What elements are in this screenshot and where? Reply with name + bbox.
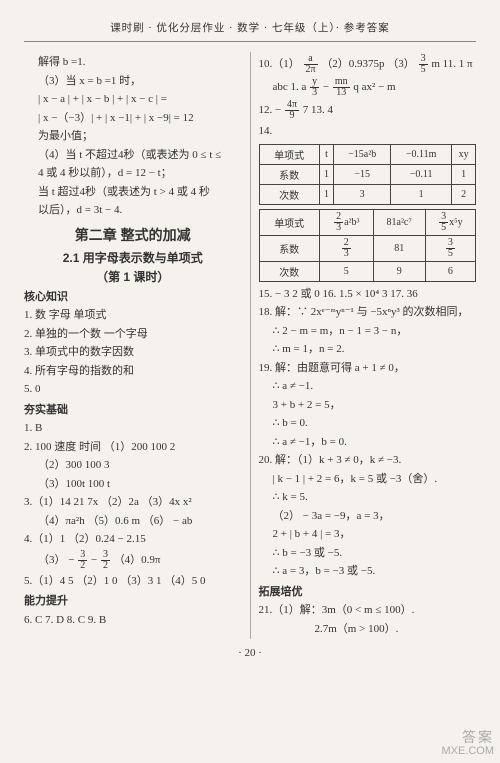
text-line: 12. − 4π9 7 13. 4: [259, 100, 477, 121]
text-line: 3. 单项式中的数字因数: [24, 344, 242, 361]
text-line: ∴ a ≠ −1.: [259, 378, 477, 395]
text-line: ∴ k = 5.: [259, 489, 477, 506]
text-line: 2. 单独的一个数 一个字母: [24, 326, 242, 343]
table-row: 系数1−15−0.111: [259, 164, 476, 184]
text-line: （4）当 t 不超过4秒（或表述为 0 ≤ t ≤: [24, 147, 242, 164]
text-line: 5. 0: [24, 381, 242, 398]
table-row: 次数596: [259, 261, 476, 281]
text-line: 5.（1）4 5 （2）1 0 （3）3 1 （4）5 0: [24, 573, 242, 590]
fraction: mn13: [333, 77, 350, 98]
lesson-title: （第 1 课时）: [24, 268, 242, 285]
text-line: 3 + b + 2 = 5，: [259, 397, 477, 414]
category-heading: 能力提升: [24, 593, 242, 610]
text: −: [91, 554, 100, 566]
text-line: 3.（1）14 21 7x （2）2a （3）4x x²: [24, 494, 242, 511]
text-line: 6. C 7. D 8. C 9. B: [24, 612, 242, 629]
text-line: 2.7m（m > 100）.: [259, 621, 477, 638]
text-line: 2. 100 速度 时间 （1）200 100 2: [24, 439, 242, 456]
text-line: （2） − 3a = −9，a = 3，: [259, 508, 477, 525]
text-line: 10.（1） a2π （2）0.9375p （3） 35 m 11. 1 π: [259, 54, 477, 75]
text-line: | k − 1 | + 2 = 6，k = 5 或 −3（舍）.: [259, 471, 477, 488]
text-line: 4 或 4 秒以前），d = 12 − t；: [24, 165, 242, 182]
left-column: 解得 b =1. （3）当 x = b =1 时， | x − a | + | …: [24, 52, 251, 639]
text-line: ∴ a = 3，b = −3 或 −5.: [259, 563, 477, 580]
text-line: （3）当 x = b =1 时，: [24, 73, 242, 90]
content-columns: 解得 b =1. （3）当 x = b =1 时， | x − a | + | …: [24, 52, 476, 639]
text-line: ∴ 2 − m = m，n − 1 = 3 − n，: [259, 323, 477, 340]
table-row: 单项式 23a²b³ 81a²c⁷ 35x⁵y: [259, 209, 476, 235]
right-column: 10.（1） a2π （2）0.9375p （3） 35 m 11. 1 π a…: [259, 52, 477, 639]
text-line: ∴ b = 0.: [259, 415, 477, 432]
text-line: abc 1. a y3 − mn13 q ax² − m: [259, 77, 477, 98]
section-title: 2.1 用字母表示数与单项式: [24, 249, 242, 266]
text-line: 21.（1）解：3m（0 < m ≤ 100）.: [259, 602, 477, 619]
text-line: ∴ a ≠ −1，b = 0.: [259, 434, 477, 451]
text-line: 1. 数 字母 单项式: [24, 307, 242, 324]
text-line: 15. − 3 2 或 0 16. 1.5 × 10⁴ 3 17. 36: [259, 286, 477, 303]
fraction: a2π: [304, 54, 318, 75]
text-line: （2）300 100 3: [24, 457, 242, 474]
text-line: 当 t 超过4秒（或表述为 t > 4 或 4 秒: [24, 184, 242, 201]
category-heading: 核心知识: [24, 289, 242, 306]
text-line: 1. B: [24, 420, 242, 437]
category-heading: 夯实基础: [24, 402, 242, 419]
text-line: 18. 解：∵ 2xᵉ⁻ᵐyⁿ⁻¹ 与 −5xⁿy³ 的次数相同，: [259, 304, 477, 321]
fraction: 35: [419, 54, 428, 75]
text-line: （4）πa²h （5）0.6 m （6） − ab: [24, 513, 242, 530]
text-line: 解得 b =1.: [24, 54, 242, 71]
category-heading: 拓展培优: [259, 584, 477, 601]
text-line: 4. 所有字母的指数的和: [24, 363, 242, 380]
fraction: 4π9: [285, 100, 299, 121]
text-line: （3） − 32 − 32 （4）0.9π: [24, 550, 242, 571]
watermark: 答案 MXE.COM: [441, 730, 494, 757]
page-header: 课时刷 · 优化分层作业 · 数学 · 七年级（上）· 参考答案: [24, 20, 476, 42]
page-number: · 20 ·: [24, 647, 476, 659]
text-line: 4.（1）1 （2）0.24 − 2.15: [24, 531, 242, 548]
text-line: | x − a | + | x − b | + | x − c | =: [24, 91, 242, 108]
monomial-table-2: 单项式 23a²b³ 81a²c⁷ 35x⁵y 系数 23 81 35 次数59…: [259, 209, 477, 282]
text-line: 20. 解：（1）k + 3 ≠ 0，k ≠ −3.: [259, 452, 477, 469]
monomial-table-1: 单项式t−15a²b−0.11mxy 系数1−15−0.111 次数1312: [259, 144, 477, 205]
text-line: 2 + | b + 4 | = 3，: [259, 526, 477, 543]
text-line: 为最小值；: [24, 128, 242, 145]
text: （4）0.9π: [114, 554, 161, 566]
fraction: 32: [78, 550, 87, 571]
text-line: 19. 解：由题意可得 a + 1 ≠ 0，: [259, 360, 477, 377]
text-line: ∴ m = 1，n = 2.: [259, 341, 477, 358]
chapter-title: 第二章 整式的加减: [24, 225, 242, 245]
table-row: 系数 23 81 35: [259, 235, 476, 261]
text-line: 14.: [259, 123, 477, 140]
text-line: | x −（−3）| + | x −1| + | x −9| = 12: [24, 110, 242, 127]
table-row: 单项式t−15a²b−0.11mxy: [259, 144, 476, 164]
table-row: 次数1312: [259, 184, 476, 204]
text-line: 以后），d = 3t − 4.: [24, 202, 242, 219]
fraction: 32: [101, 550, 110, 571]
text: （3） −: [38, 554, 77, 566]
text-line: （3）100t 100 t: [24, 476, 242, 493]
text-line: ∴ b = −3 或 −5.: [259, 545, 477, 562]
fraction: y3: [310, 77, 319, 98]
